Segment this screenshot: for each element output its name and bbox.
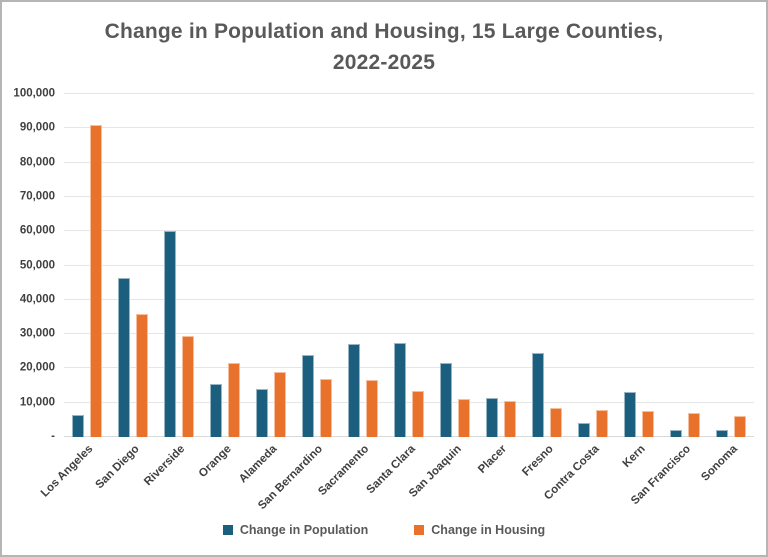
legend-label-population: Change in Population (239, 523, 369, 537)
gridline (64, 333, 754, 335)
bar-group-los-angeles (64, 94, 110, 437)
population-bar-san-diego (118, 277, 130, 437)
housing-bar-sacramento (366, 380, 378, 437)
population-bar-fresno (532, 352, 544, 437)
y-tick-label: 50,000 (19, 259, 55, 271)
population-bar-riverside (164, 231, 176, 437)
bar-group-san-diego (110, 94, 156, 437)
bars-layer (64, 94, 754, 437)
legend-label-housing: Change in Housing (431, 523, 546, 537)
housing-bar-placer (504, 401, 516, 437)
population-bar-sonoma (716, 430, 728, 437)
bar-group-contra-costa (570, 94, 616, 437)
gridline (64, 298, 754, 300)
x-axis-label-placer: Placer (476, 443, 510, 476)
y-tick-label: 90,000 (19, 121, 55, 134)
x-axis-label-alameda: Alameda (237, 443, 280, 486)
x-axis-label-kern: Kern (620, 443, 648, 471)
population-bar-santa-clara (394, 342, 406, 437)
population-bar-alameda (256, 388, 268, 437)
population-swatch-icon (222, 525, 233, 535)
x-axis-label-orange: Orange (196, 443, 234, 480)
plot-area: 100,000 90,000 80,000 70,000 60,000 50,000 40,… (13, 88, 754, 512)
chart-title: Change in Population and Housing, 15 Lar… (42, 16, 726, 78)
population-bar-san-francisco (670, 430, 682, 437)
gridline (64, 195, 754, 197)
gridline (64, 127, 754, 129)
gridline (64, 367, 754, 369)
bar-group-san-francisco (662, 94, 708, 437)
x-axis-label-sonoma: Sonoma (698, 443, 740, 484)
y-tick-label: 70,000 (19, 190, 55, 203)
y-tick-label: 30,000 (19, 327, 55, 340)
housing-bar-santa-clara (412, 390, 424, 437)
bar-group-fresno (524, 94, 570, 437)
gridline (64, 230, 754, 232)
y-tick-label: 100,000 (13, 87, 55, 100)
x-axis-label-riverside: Riverside (142, 443, 188, 489)
housing-bar-orange (228, 363, 240, 437)
x-axis-label-los-angeles: Los Angeles (38, 443, 96, 500)
housing-bar-riverside (182, 335, 194, 437)
legend: Change in Population Change in Housing (2, 523, 766, 537)
housing-bar-fresno (550, 407, 562, 437)
housing-bar-san-francisco (688, 413, 700, 437)
population-bar-contra-costa (578, 423, 590, 437)
chart-title-line1: Change in Population and Housing, 15 Lar… (104, 20, 664, 43)
population-bar-placer (486, 397, 498, 437)
x-axis-label-fresno: Fresno (519, 443, 556, 479)
population-bar-sacramento (348, 344, 360, 437)
housing-swatch-icon (414, 525, 425, 535)
housing-bar-alameda (274, 371, 286, 437)
bar-group-alameda (248, 94, 294, 437)
housing-bar-kern (642, 411, 654, 437)
chart-title-line2: 2022-2025 (332, 51, 436, 74)
population-bar-san-joaquin (440, 363, 452, 437)
bar-group-riverside (156, 94, 202, 437)
housing-bar-san-diego (136, 313, 148, 437)
y-tick-label: 60,000 (19, 224, 55, 237)
y-tick-label: 40,000 (19, 293, 55, 306)
bar-group-kern (616, 94, 662, 437)
housing-bar-sonoma (734, 416, 746, 437)
gridline (64, 161, 754, 163)
housing-bar-san-joaquin (458, 399, 470, 437)
x-axis-baseline (64, 436, 754, 437)
bar-group-placer (478, 94, 524, 437)
gridline (64, 93, 754, 94)
housing-bar-los-angeles (90, 124, 102, 437)
y-tick-label: 80,000 (19, 156, 55, 169)
y-tick-label: 20,000 (19, 361, 55, 374)
bar-group-santa-clara (386, 94, 432, 437)
population-bar-los-angeles (72, 414, 84, 437)
gridline (64, 264, 754, 266)
bar-group-san-joaquin (432, 94, 478, 437)
y-tick-label: 10,000 (19, 396, 55, 409)
x-axis-label-san-diego: San Diego (93, 443, 142, 492)
housing-bar-contra-costa (596, 409, 608, 437)
bar-group-san-bernardino (294, 94, 340, 437)
gridline (64, 401, 754, 403)
legend-item-housing: Change in Housing (414, 523, 545, 537)
housing-bar-san-bernardino (320, 378, 332, 437)
y-tick-label: - (51, 430, 55, 443)
population-bar-san-bernardino (302, 354, 314, 437)
population-bar-kern (624, 392, 636, 437)
bar-group-sacramento (340, 94, 386, 437)
bar-group-sonoma (708, 94, 754, 437)
bar-group-orange (202, 94, 248, 437)
legend-item-population: Change in Population (222, 523, 369, 537)
population-bar-orange (210, 383, 222, 437)
